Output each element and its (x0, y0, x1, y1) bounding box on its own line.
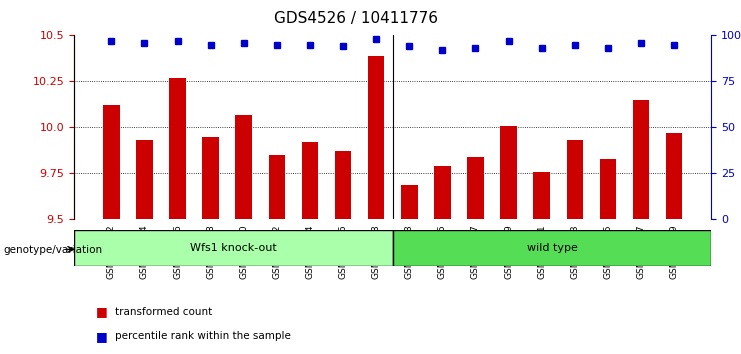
Bar (666, 133, 682, 219)
Bar (434, 166, 451, 219)
Bar (534, 172, 550, 219)
FancyBboxPatch shape (74, 230, 393, 266)
Bar (633, 100, 649, 219)
Bar (368, 56, 385, 219)
Bar (335, 152, 351, 219)
Bar (268, 155, 285, 219)
Bar (500, 126, 517, 219)
Bar (599, 159, 617, 219)
Text: transformed count: transformed count (115, 307, 212, 316)
Text: ■: ■ (96, 305, 108, 318)
Text: percentile rank within the sample: percentile rank within the sample (115, 331, 290, 341)
Text: Wfs1 knock-out: Wfs1 knock-out (190, 243, 277, 253)
Bar (567, 140, 583, 219)
Text: genotype/variation: genotype/variation (4, 245, 103, 255)
Bar (136, 140, 153, 219)
Bar (202, 137, 219, 219)
Bar (169, 78, 186, 219)
Text: wild type: wild type (527, 243, 577, 253)
Bar (302, 142, 318, 219)
Bar (401, 184, 418, 219)
Bar (468, 157, 484, 219)
Bar (103, 105, 119, 219)
Text: GDS4526 / 10411776: GDS4526 / 10411776 (273, 11, 438, 25)
Bar (236, 115, 252, 219)
Text: ■: ■ (96, 330, 108, 343)
FancyBboxPatch shape (393, 230, 711, 266)
